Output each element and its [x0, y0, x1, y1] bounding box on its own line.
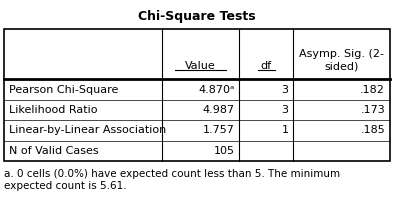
- Text: Chi-Square Tests: Chi-Square Tests: [138, 10, 256, 23]
- Text: Value: Value: [185, 61, 216, 71]
- Text: df: df: [261, 61, 272, 71]
- Text: a. 0 cells (0.0%) have expected count less than 5. The minimum
expected count is: a. 0 cells (0.0%) have expected count le…: [4, 169, 340, 191]
- Text: .182: .182: [360, 85, 385, 95]
- Text: Likelihood Ratio: Likelihood Ratio: [9, 105, 97, 115]
- Text: 3: 3: [282, 85, 289, 95]
- Text: 1: 1: [282, 125, 289, 135]
- Text: 4.987: 4.987: [202, 105, 235, 115]
- Text: .185: .185: [360, 125, 385, 135]
- Bar: [4, 29, 390, 161]
- Text: Linear-by-Linear Association: Linear-by-Linear Association: [9, 125, 166, 135]
- Text: 1.757: 1.757: [203, 125, 235, 135]
- Text: 105: 105: [214, 146, 235, 156]
- Text: 4.870ᵃ: 4.870ᵃ: [198, 85, 235, 95]
- Text: .173: .173: [360, 105, 385, 115]
- Text: Pearson Chi-Square: Pearson Chi-Square: [9, 85, 118, 95]
- Text: 3: 3: [282, 105, 289, 115]
- Text: Asymp. Sig. (2-
sided): Asymp. Sig. (2- sided): [299, 50, 384, 71]
- Text: N of Valid Cases: N of Valid Cases: [9, 146, 98, 156]
